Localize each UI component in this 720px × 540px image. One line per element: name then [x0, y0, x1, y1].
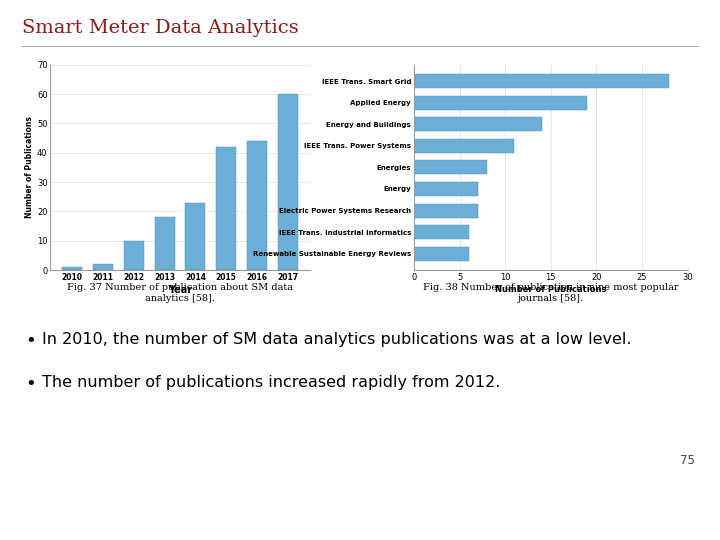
Text: Smart Meter Data Analytics: Smart Meter Data Analytics [22, 19, 298, 37]
Bar [124, 241, 144, 270]
Text: analytics [58].: analytics [58]. [145, 294, 215, 303]
Bar [414, 225, 469, 239]
Y-axis label: Number of Publications: Number of Publications [25, 117, 35, 218]
Bar [155, 217, 175, 270]
Text: •: • [25, 332, 36, 350]
Text: In 2010, the number of SM data analytics publications was at a low level.: In 2010, the number of SM data analytics… [42, 332, 631, 347]
Bar [414, 182, 478, 196]
Text: journals [58].: journals [58]. [518, 294, 584, 303]
Bar [414, 74, 670, 88]
Bar [185, 202, 205, 270]
Bar [278, 94, 298, 270]
Bar [62, 267, 82, 270]
Bar [93, 264, 113, 270]
X-axis label: Number of Publications: Number of Publications [495, 285, 606, 294]
Text: Fig. 38 Number of publication in nine most popular: Fig. 38 Number of publication in nine mo… [423, 284, 679, 293]
Bar [414, 117, 541, 131]
Text: The number of publications increased rapidly from 2012.: The number of publications increased rap… [42, 375, 500, 390]
Bar [216, 147, 236, 270]
Text: Fig. 37 Number of publication about SM data: Fig. 37 Number of publication about SM d… [67, 284, 293, 293]
Bar [414, 247, 469, 261]
Text: •: • [25, 375, 36, 393]
Bar [247, 141, 267, 270]
Bar [414, 139, 514, 153]
Bar [414, 204, 478, 218]
Text: 75: 75 [680, 454, 695, 467]
Bar [414, 160, 487, 174]
X-axis label: Year: Year [168, 285, 192, 294]
Bar [414, 96, 588, 110]
Text: IOWA STATE UNIVERSITY: IOWA STATE UNIVERSITY [18, 503, 254, 520]
Text: ECE: ECE [668, 504, 702, 519]
